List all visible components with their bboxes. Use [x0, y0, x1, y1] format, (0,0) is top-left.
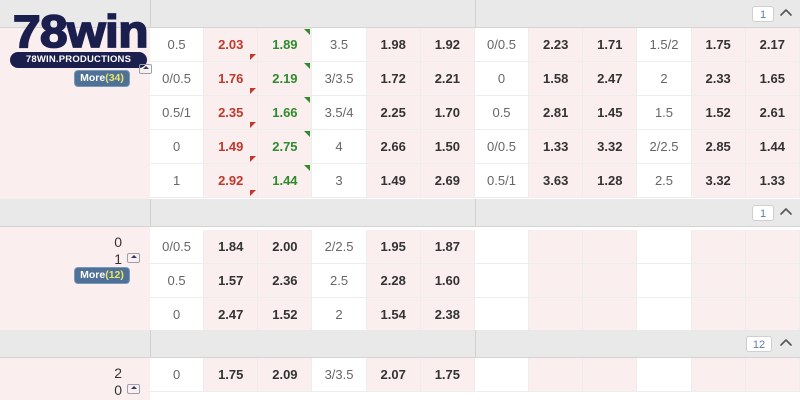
svg-text:78win: 78win: [13, 9, 148, 57]
